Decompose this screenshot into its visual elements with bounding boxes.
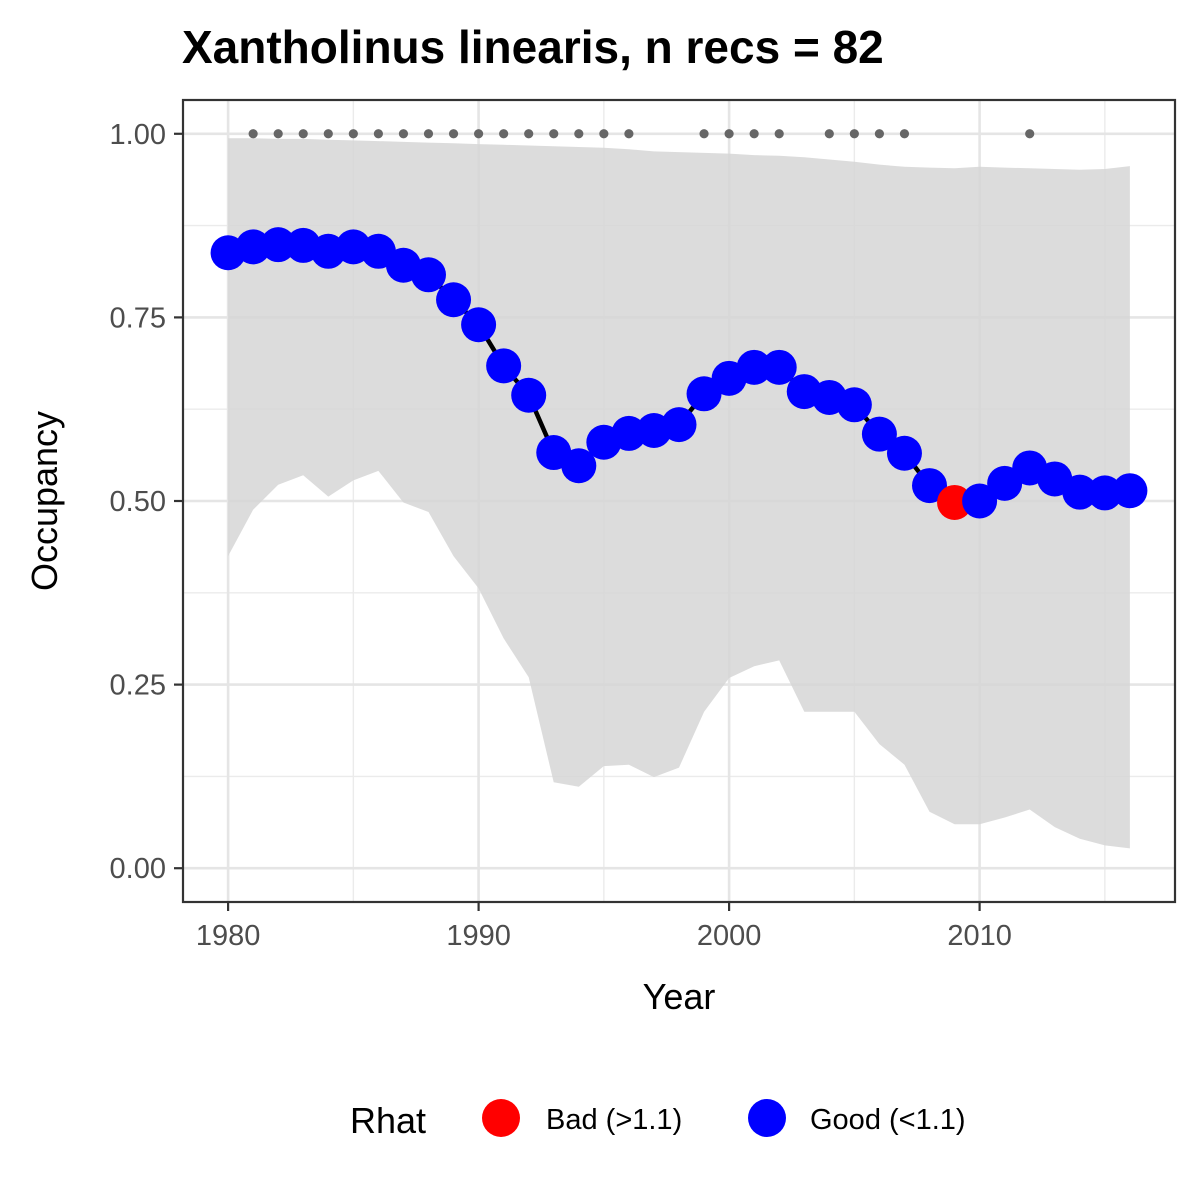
x-tick-label: 1980 <box>196 920 261 952</box>
data-point-good <box>561 448 597 484</box>
data-point-good <box>886 435 922 471</box>
record-dot <box>1025 129 1035 139</box>
record-dot <box>899 129 910 139</box>
y-axis-ticks: 0.00 0.25 0.50 0.75 1.00 <box>110 119 183 885</box>
record-dot <box>724 129 734 139</box>
legend-title: Rhat <box>350 1100 426 1141</box>
data-point-good <box>511 377 547 413</box>
x-axis-ticks: 1980 1990 2000 2010 <box>196 902 1012 952</box>
x-axis-title: Year <box>643 976 716 1017</box>
data-point-good <box>235 229 271 265</box>
record-dot <box>549 129 559 139</box>
occupancy-points <box>210 227 1148 520</box>
data-point-good <box>461 307 497 343</box>
record-dot <box>348 129 358 139</box>
x-tick-label: 2010 <box>947 920 1012 952</box>
y-tick-label: 0.00 <box>110 853 166 885</box>
legend-key-bad <box>482 1099 520 1137</box>
record-year-dots <box>248 129 1035 139</box>
data-point-good <box>962 483 998 519</box>
record-dot <box>599 129 609 139</box>
record-dot <box>824 129 834 139</box>
record-dot <box>273 129 283 139</box>
data-point-good <box>1062 474 1098 510</box>
data-point-good <box>736 349 772 385</box>
legend: Rhat Bad (>1.1) Good (<1.1) <box>350 1099 966 1141</box>
record-dot <box>373 129 383 139</box>
legend-label-bad: Bad (>1.1) <box>546 1104 682 1136</box>
y-tick-label: 1.00 <box>110 119 166 151</box>
record-dot <box>423 129 434 139</box>
record-dot <box>749 129 759 139</box>
record-dot <box>398 129 409 139</box>
data-point-good <box>912 468 948 504</box>
data-point-good <box>987 465 1023 501</box>
chart-title: Xantholinus linearis, n recs = 82 <box>182 21 884 73</box>
record-dot <box>874 129 885 139</box>
record-dot <box>699 129 709 139</box>
record-dot <box>448 129 459 139</box>
x-tick-label: 1990 <box>446 920 511 952</box>
data-point-good <box>686 376 722 412</box>
data-point-bad <box>937 484 973 520</box>
data-point-good <box>836 387 872 423</box>
data-point-good <box>861 416 897 452</box>
data-point-good <box>410 257 446 293</box>
record-dot <box>774 129 784 139</box>
legend-label-good: Good (<1.1) <box>810 1104 966 1136</box>
record-dot <box>624 129 634 139</box>
data-point-good <box>761 349 797 385</box>
record-dot <box>524 129 534 139</box>
y-tick-label: 0.75 <box>110 302 166 334</box>
data-point-good <box>260 227 296 263</box>
x-tick-label: 2000 <box>697 920 762 952</box>
y-tick-label: 0.50 <box>110 486 166 518</box>
data-point-good <box>1087 475 1123 511</box>
record-dot <box>323 129 333 139</box>
record-dot <box>248 129 258 139</box>
data-point-good <box>661 407 697 443</box>
record-dot <box>473 129 484 139</box>
y-axis-title: Occupancy <box>24 411 65 591</box>
data-point-good <box>486 348 522 384</box>
record-dot <box>574 129 584 139</box>
data-point-good <box>1112 473 1148 509</box>
y-tick-label: 0.25 <box>110 670 166 702</box>
legend-key-good <box>748 1099 786 1137</box>
record-dot <box>298 129 308 139</box>
record-dot <box>499 129 509 139</box>
record-dot <box>849 129 859 139</box>
data-point-good <box>436 282 472 318</box>
